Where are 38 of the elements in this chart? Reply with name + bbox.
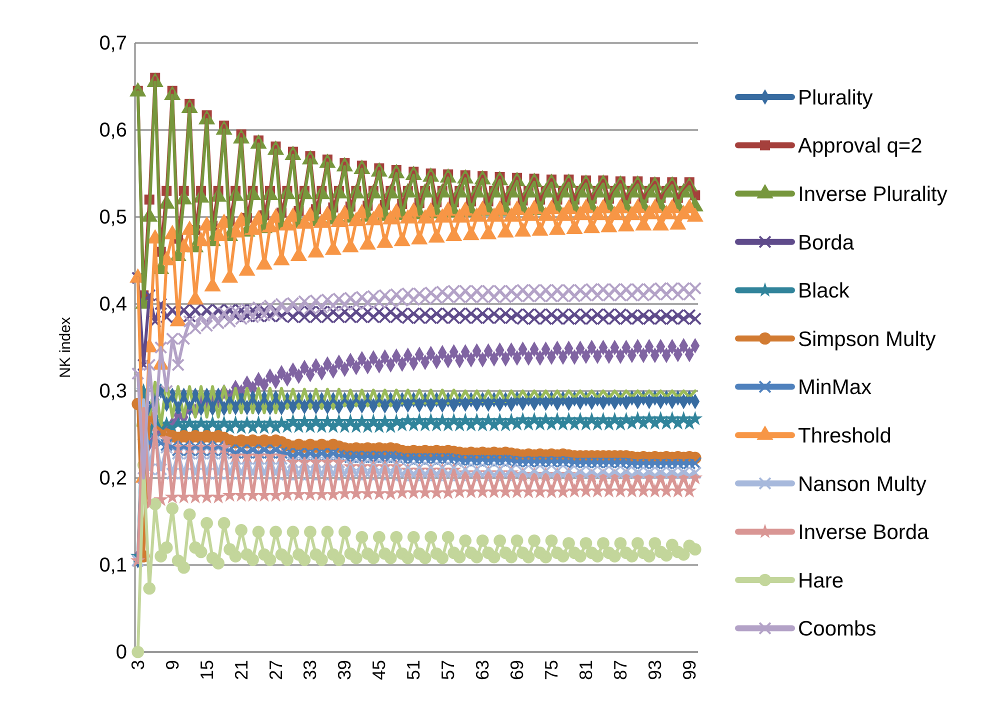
y-tick-label: 0,7 xyxy=(99,32,127,54)
x-tick-label: 9 xyxy=(162,660,182,670)
x-tick-label: 3 xyxy=(128,660,148,670)
x-tick-label: 93 xyxy=(644,660,665,680)
legend-label: Nanson Multy xyxy=(798,472,927,496)
y-tick-label: 0,3 xyxy=(99,380,127,402)
legend-label: Inverse Plurality xyxy=(798,182,948,206)
x-tick-label: 27 xyxy=(266,660,286,680)
x-tick-label: 87 xyxy=(610,660,630,680)
legend-label: MinMax xyxy=(798,376,872,400)
x-tick-label: 45 xyxy=(369,660,390,680)
y-tick-label: 0,6 xyxy=(99,119,127,142)
x-tick-label: 99 xyxy=(679,660,700,680)
y-tick-label: 0,1 xyxy=(99,554,127,576)
x-tick-label: 69 xyxy=(507,660,528,680)
y-tick-label: 0,2 xyxy=(99,467,127,490)
legend-label: Hare xyxy=(798,569,844,592)
x-tick-label: 81 xyxy=(576,660,596,680)
x-tick-label: 63 xyxy=(472,660,493,680)
legend-label: Black xyxy=(798,280,850,303)
x-tick-label: 57 xyxy=(438,660,458,680)
y-tick-label: 0 xyxy=(116,641,127,664)
y-axis-title: NK index xyxy=(57,316,74,378)
x-tick-label: 75 xyxy=(542,660,562,680)
legend-label: Borda xyxy=(798,231,854,254)
legend-label: Simpson Multy xyxy=(798,328,936,351)
x-tick-label: 15 xyxy=(196,660,217,680)
legend-label: Approval q=2 xyxy=(798,134,922,158)
legend-label: Threshold xyxy=(798,424,892,448)
y-tick-label: 0,4 xyxy=(99,293,127,316)
x-tick-label: 51 xyxy=(404,660,424,680)
x-tick-label: 21 xyxy=(231,660,252,680)
y-tick-label: 0,5 xyxy=(99,206,127,228)
legend-label: Plurality xyxy=(798,86,874,110)
x-tick-label: 39 xyxy=(334,660,355,680)
x-tick-label: 33 xyxy=(300,660,320,680)
legend-label: Inverse Borda xyxy=(798,521,930,544)
legend-label: Coombs xyxy=(798,618,876,641)
